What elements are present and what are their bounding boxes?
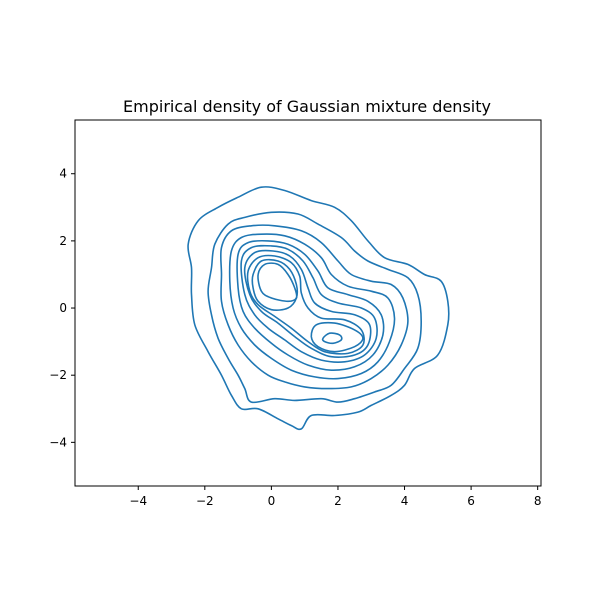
contour-level-7 — [243, 249, 372, 358]
contour-level-4 — [228, 233, 396, 380]
contour-level-8 — [246, 254, 365, 355]
y-tick-label: −2 — [49, 368, 67, 382]
chart-title: Empirical density of Gaussian mixture de… — [123, 97, 491, 116]
contour-level-1 — [187, 186, 450, 431]
x-axis: −4 −2 0 2 4 6 8 — [129, 486, 541, 508]
x-tick-label: 0 — [268, 494, 276, 508]
contour-level-10 — [310, 321, 364, 353]
x-tick-label: −4 — [129, 494, 147, 508]
y-tick-label: 0 — [59, 301, 67, 315]
x-tick-label: 2 — [334, 494, 342, 508]
x-tick-label: 6 — [467, 494, 475, 508]
contour-level-2 — [207, 211, 422, 404]
contour-level-6 — [240, 244, 378, 363]
contour-lines — [187, 186, 450, 431]
x-tick-label: 8 — [534, 494, 542, 508]
contour-level-3 — [219, 224, 409, 390]
contour-level-12 — [321, 332, 343, 345]
contour-level-11 — [257, 262, 298, 303]
y-tick-label: 4 — [59, 167, 67, 181]
plot-frame — [74, 119, 542, 487]
x-tick-label: −2 — [196, 494, 214, 508]
x-tick-label: 4 — [401, 494, 409, 508]
y-tick-label: 2 — [59, 234, 67, 248]
contour-level-5 — [236, 239, 385, 372]
plot-area — [74, 119, 542, 487]
y-tick-label: −4 — [49, 435, 67, 449]
y-axis: −4 −2 0 2 4 — [49, 167, 75, 449]
